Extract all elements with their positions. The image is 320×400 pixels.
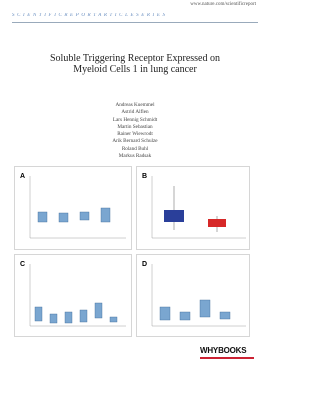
panel-a: A	[14, 166, 132, 250]
series-banner: SCIENTIFICREPORTARTICLESERIES	[12, 13, 168, 18]
author: Arik Bernard Schulze	[112, 138, 158, 145]
author-list: Andreas Kuemmel Astrid Alflen Lars Hennig …	[0, 102, 270, 160]
author: Markus Radsak	[118, 153, 152, 160]
author: Martin Sebastian	[117, 123, 153, 130]
panel-c: C	[14, 254, 132, 337]
author: Roland Buhl	[121, 145, 149, 152]
rule	[12, 22, 258, 23]
panel-label: D	[142, 261, 147, 268]
title: Soluble Triggering Receptor Expressed on…	[50, 53, 220, 75]
panel-label: B	[142, 173, 147, 180]
logo-bar	[200, 357, 254, 359]
panel-label: A	[20, 173, 25, 180]
page: {"header": {"url": "www.nature.com/scien…	[0, 2, 270, 359]
author: Rainer Wiewrodt	[117, 131, 153, 138]
publisher-logo: WHYBOOKS	[200, 346, 247, 355]
panel-d: D	[136, 254, 250, 337]
url: www.nature.com/scientificreport	[190, 2, 256, 7]
author: Astrid Alflen	[121, 109, 149, 116]
author: Andreas Kuemmel	[115, 102, 155, 108]
author: Lars Hennig Schmidt	[112, 116, 158, 123]
panel-label: C	[20, 261, 25, 268]
figure: A B C D	[14, 166, 250, 337]
panel-b: B	[136, 166, 250, 250]
